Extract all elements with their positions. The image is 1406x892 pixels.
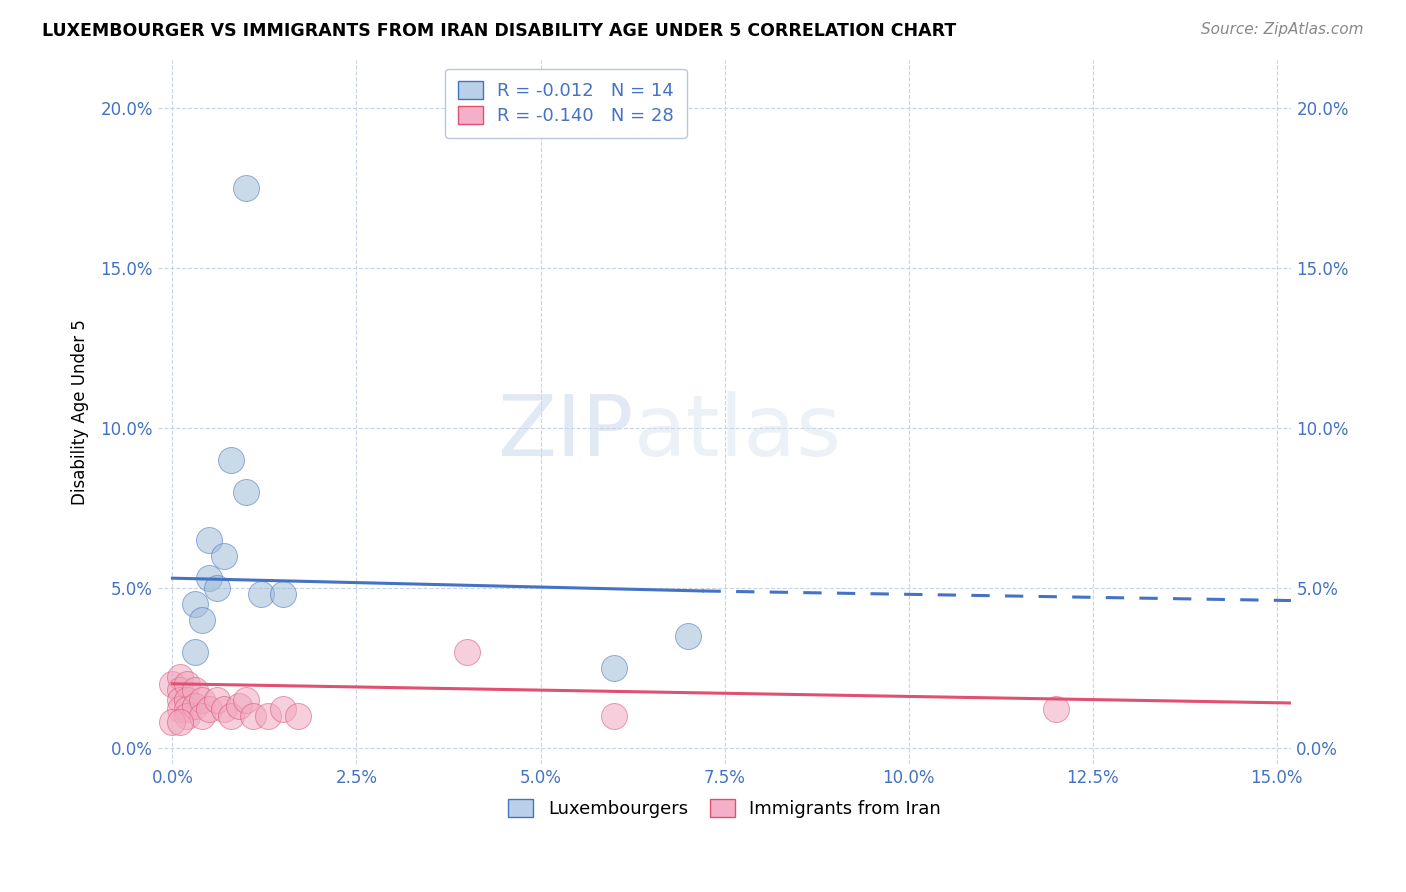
Point xyxy=(456,645,478,659)
Point xyxy=(176,677,198,691)
Y-axis label: Disability Age Under 5: Disability Age Under 5 xyxy=(72,318,89,505)
Point xyxy=(205,581,228,595)
Point xyxy=(183,645,205,659)
Point xyxy=(169,670,191,684)
Point xyxy=(257,708,280,723)
Text: atlas: atlas xyxy=(634,392,842,475)
Point xyxy=(176,708,198,723)
Point xyxy=(249,587,271,601)
Point xyxy=(191,613,214,627)
Point xyxy=(169,715,191,730)
Point xyxy=(235,180,257,194)
Point xyxy=(287,708,309,723)
Point xyxy=(183,683,205,698)
Point xyxy=(191,708,214,723)
Point xyxy=(169,702,191,716)
Point xyxy=(221,708,243,723)
Point xyxy=(212,549,235,563)
Point xyxy=(191,693,214,707)
Point xyxy=(198,702,221,716)
Point xyxy=(235,693,257,707)
Point xyxy=(198,571,221,585)
Point xyxy=(183,699,205,714)
Point xyxy=(205,693,228,707)
Point xyxy=(169,693,191,707)
Point xyxy=(221,452,243,467)
Point xyxy=(1045,702,1067,716)
Point xyxy=(162,677,184,691)
Text: Source: ZipAtlas.com: Source: ZipAtlas.com xyxy=(1201,22,1364,37)
Point xyxy=(235,484,257,499)
Legend: Luxembourgers, Immigrants from Iran: Luxembourgers, Immigrants from Iran xyxy=(501,792,948,825)
Point xyxy=(228,699,250,714)
Point xyxy=(176,693,198,707)
Point xyxy=(176,702,198,716)
Point xyxy=(242,708,264,723)
Text: LUXEMBOURGER VS IMMIGRANTS FROM IRAN DISABILITY AGE UNDER 5 CORRELATION CHART: LUXEMBOURGER VS IMMIGRANTS FROM IRAN DIS… xyxy=(42,22,956,40)
Point xyxy=(212,702,235,716)
Point xyxy=(271,587,294,601)
Point xyxy=(162,715,184,730)
Point xyxy=(183,597,205,611)
Point xyxy=(271,702,294,716)
Point xyxy=(603,661,626,675)
Text: ZIP: ZIP xyxy=(498,392,634,475)
Point xyxy=(603,708,626,723)
Point xyxy=(198,533,221,547)
Point xyxy=(676,629,699,643)
Point xyxy=(169,683,191,698)
